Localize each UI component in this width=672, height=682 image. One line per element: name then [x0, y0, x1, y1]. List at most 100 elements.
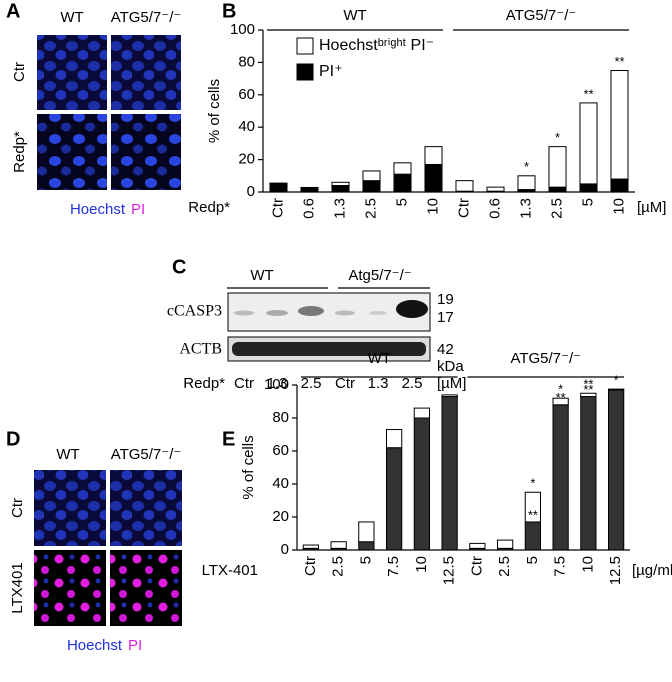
- x-prefix: LTX-401: [202, 562, 258, 579]
- x-tick-label: Ctr: [455, 198, 472, 218]
- stain-label: Hoechst: [67, 637, 123, 654]
- micrograph: [37, 35, 107, 110]
- x-tick-label: 5: [357, 556, 374, 564]
- stain-label: Hoechst: [70, 201, 126, 218]
- size-label: 42: [437, 341, 454, 358]
- x-tick-label: 2.5: [548, 198, 565, 219]
- significance: *: [524, 159, 529, 174]
- band: [369, 311, 387, 315]
- bar-segment: [331, 185, 350, 193]
- bar-segment: [486, 186, 505, 192]
- bar-segment: [331, 181, 350, 187]
- y-tick-label: 60: [272, 442, 289, 459]
- y-tick-label: 20: [238, 151, 255, 168]
- group-label: WT: [343, 7, 366, 24]
- significance: *: [614, 373, 619, 388]
- x-tick-label: 7.5: [385, 556, 402, 577]
- group-label: ATG5/7⁻/⁻: [506, 7, 577, 24]
- panel-label: C: [172, 256, 186, 278]
- x-tick-label: 5: [524, 556, 541, 564]
- bar-segment: [524, 491, 542, 523]
- micrograph: [37, 114, 107, 190]
- micrograph: [110, 550, 182, 626]
- significance: **: [583, 377, 593, 392]
- panel-label: D: [6, 428, 20, 450]
- y-tick-label: 0: [247, 183, 255, 200]
- bar-segment: [385, 447, 403, 551]
- bar-segment: [524, 521, 542, 551]
- band: [234, 310, 254, 316]
- x-tick-label: 10: [413, 556, 430, 573]
- bar-segment: [455, 180, 474, 192]
- legend-swatch: [296, 63, 314, 81]
- size-unit: kDa: [437, 358, 464, 375]
- x-tick-label: 2.5: [362, 198, 379, 219]
- column-label: WT: [60, 9, 83, 26]
- bar-segment: [385, 429, 403, 449]
- panel-label: A: [6, 0, 20, 22]
- band: [266, 310, 288, 316]
- bar-segment: [362, 180, 381, 193]
- bar-segment: [413, 417, 431, 551]
- group-label: Atg5/7⁻/⁻: [348, 267, 411, 284]
- y-axis-label: % of cells: [206, 79, 223, 143]
- bar-segment: [358, 521, 375, 543]
- bar-segment: [393, 162, 412, 175]
- row-label: Ctr: [9, 498, 26, 518]
- x-unit: [µg/ml]: [632, 562, 672, 579]
- x-tick-label: Ctr: [302, 556, 319, 576]
- lane-label: 2.5: [402, 375, 423, 392]
- y-tick-label: 100: [230, 21, 255, 38]
- y-tick-label: 80: [272, 409, 289, 426]
- bar-segment: [579, 102, 598, 185]
- x-tick-label: 12.5: [607, 556, 624, 585]
- size-label: 17: [437, 309, 454, 326]
- x-prefix: Redp*: [188, 199, 230, 216]
- bar-segment: [517, 175, 536, 191]
- size-label: 19: [437, 291, 454, 308]
- bar-segment: [300, 187, 319, 193]
- x-tick-label: 5: [393, 198, 410, 206]
- bar-segment: [424, 146, 443, 165]
- y-axis-label: % of cells: [240, 435, 257, 499]
- bar-segment: [580, 392, 597, 398]
- blot: [227, 292, 431, 332]
- y-tick-label: 40: [272, 475, 289, 492]
- x-tick-label: Ctr: [269, 198, 286, 218]
- x-unit: [µM]: [637, 199, 666, 216]
- column-label: ATG5/7⁻/⁻: [111, 446, 182, 463]
- panel-label: B: [222, 0, 236, 22]
- bar-segment: [552, 397, 569, 406]
- x-tick-label: 0.6: [486, 198, 503, 219]
- lane-label: 2.5: [301, 375, 322, 392]
- row-label: Ctr: [11, 62, 28, 82]
- group-label: WT: [250, 267, 273, 284]
- bar-segment: [302, 544, 320, 549]
- row-label: LTX401: [9, 562, 26, 613]
- blot-label: cCASP3: [167, 303, 222, 320]
- x-tick-label: 0.6: [300, 198, 317, 219]
- bar-segment: [579, 183, 598, 193]
- y-tick-label: 20: [272, 508, 289, 525]
- legend-swatch: [296, 37, 314, 55]
- lane-label: Ctr: [234, 375, 254, 392]
- column-label: ATG5/7⁻/⁻: [111, 9, 182, 26]
- legend-label: Hoechstᵇʳⁱᵍʰᵗ PI⁻: [319, 37, 434, 54]
- bar-segment: [610, 70, 629, 180]
- bar-segment: [269, 182, 288, 185]
- significance: **: [614, 54, 624, 69]
- column-label: WT: [56, 446, 79, 463]
- bar-segment: [548, 146, 567, 188]
- bar-segment: [496, 539, 514, 549]
- lane-label: 1.3: [368, 375, 389, 392]
- bar-segment: [362, 170, 381, 182]
- stain-label: PI: [128, 637, 142, 654]
- micrograph: [34, 470, 106, 546]
- bar-segment: [269, 183, 288, 193]
- y-tick-label: 80: [238, 53, 255, 70]
- x-tick-label: 2.5: [330, 556, 347, 577]
- band: [232, 342, 426, 356]
- x-tick-label: 2.5: [496, 556, 513, 577]
- significance: **: [556, 390, 566, 405]
